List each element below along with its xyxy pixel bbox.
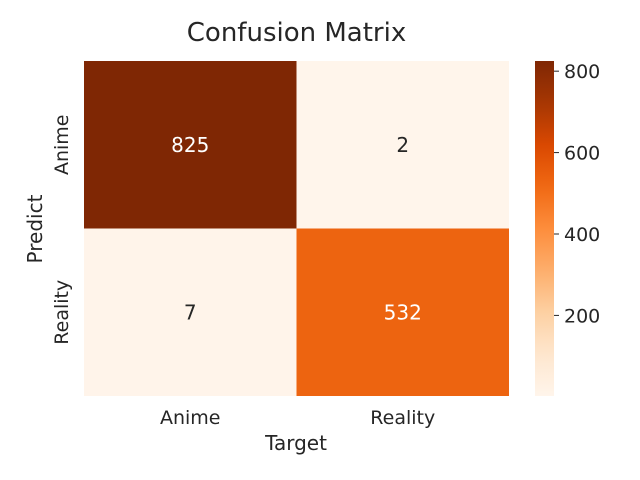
heatmap-cell <box>296 61 509 229</box>
cell-value-label: 532 <box>384 300 422 324</box>
heatmap-cell <box>84 61 297 229</box>
x-tick-label: Reality <box>370 407 435 429</box>
chart-title: Confusion Matrix <box>186 18 407 48</box>
colorbar-tick-label: 400 <box>564 224 600 246</box>
heatmap-cell <box>84 228 297 396</box>
x-axis-label: Target <box>264 431 327 455</box>
x-tick-label: Anime <box>160 407 221 429</box>
colorbar <box>535 61 554 396</box>
cell-value-label: 825 <box>171 133 209 157</box>
y-axis-label: Predict <box>23 194 47 263</box>
cell-value-label: 2 <box>396 133 409 157</box>
y-tick-label: Anime <box>51 114 73 175</box>
colorbar-tick-label: 800 <box>564 61 600 83</box>
colorbar-tick-label: 200 <box>564 305 600 327</box>
colorbar-tick-label: 600 <box>564 143 600 165</box>
cell-value-label: 7 <box>184 300 197 324</box>
heatmap-cell <box>296 228 509 396</box>
y-tick-label: Reality <box>51 280 73 345</box>
